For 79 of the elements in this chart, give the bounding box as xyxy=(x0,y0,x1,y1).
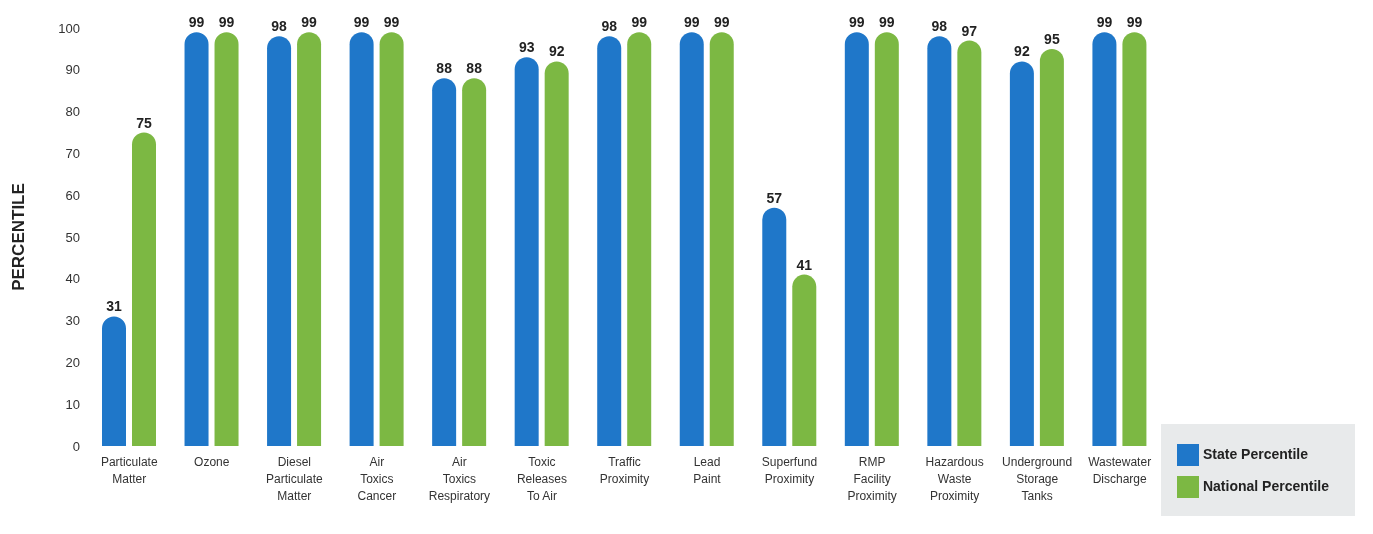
bar xyxy=(267,36,292,446)
bar xyxy=(957,40,982,446)
data-label: 99 xyxy=(353,14,370,31)
data-label: 99 xyxy=(301,14,318,31)
data-label: 99 xyxy=(683,14,700,31)
bar xyxy=(1009,61,1034,446)
x-tick-label: Air Toxics Cancer xyxy=(357,455,397,503)
x-tick-label: Air Toxics Respiratory xyxy=(428,455,491,503)
bar xyxy=(349,32,374,446)
data-label: 99 xyxy=(849,14,865,31)
bar xyxy=(679,32,704,446)
y-tick-label: 20 xyxy=(65,355,80,371)
bar xyxy=(214,32,239,446)
bar xyxy=(1092,32,1117,446)
bar xyxy=(844,32,869,446)
bar xyxy=(762,207,787,446)
data-label: 99 xyxy=(631,14,648,31)
bar xyxy=(927,36,952,446)
legend-label: National Percentile xyxy=(1202,478,1329,494)
data-label: 93 xyxy=(518,39,535,56)
data-label: 98 xyxy=(271,18,288,35)
bar xyxy=(792,274,817,446)
data-label: 92 xyxy=(1014,43,1030,60)
bar xyxy=(379,32,404,446)
bar xyxy=(184,32,209,446)
data-label: 41 xyxy=(796,256,813,273)
y-tick-label: 50 xyxy=(65,229,80,245)
x-tick-label: Superfund Proximity xyxy=(761,455,818,486)
x-tick-label: Lead Paint xyxy=(693,455,722,486)
data-label: 88 xyxy=(466,60,483,77)
data-label: 99 xyxy=(1126,14,1143,31)
data-label: 99 xyxy=(713,14,730,31)
y-tick-label: 90 xyxy=(65,62,80,78)
data-label: 97 xyxy=(961,22,978,39)
bar xyxy=(102,316,126,446)
bar xyxy=(874,32,899,446)
bar xyxy=(1122,32,1147,446)
y-tick-label: 60 xyxy=(65,187,80,203)
data-label: 95 xyxy=(1044,30,1060,47)
data-label: 88 xyxy=(436,60,453,77)
y-tick-label: 30 xyxy=(65,313,80,329)
bar xyxy=(709,32,734,446)
x-tick-label: Hazardous Waste Proximity xyxy=(925,455,984,503)
x-tick-label: Toxic Releases To Air xyxy=(516,455,567,503)
y-tick-label: 100 xyxy=(58,20,80,36)
data-label: 98 xyxy=(601,18,618,35)
data-label: 99 xyxy=(218,14,235,31)
data-label: 92 xyxy=(548,43,565,60)
bar xyxy=(597,36,622,446)
data-label: 99 xyxy=(188,14,205,31)
y-tick-label: 40 xyxy=(65,271,80,287)
y-tick-label: 80 xyxy=(65,104,80,120)
x-tick-label: RMP Facility Proximity xyxy=(847,455,897,503)
x-tick-label: Traffic Proximity xyxy=(599,455,650,486)
data-label: 98 xyxy=(931,18,948,35)
x-tick-label: Wastewater Discharge xyxy=(1088,455,1152,486)
x-tick-label: Underground Storage Tanks xyxy=(1002,455,1073,503)
bar xyxy=(544,61,569,446)
data-label: 99 xyxy=(1096,14,1113,31)
x-tick-label: Ozone xyxy=(194,455,230,469)
data-label: 75 xyxy=(136,114,152,131)
y-tick-label: 10 xyxy=(65,396,80,412)
data-label: 57 xyxy=(766,189,783,206)
y-tick-label: 0 xyxy=(72,438,80,454)
bar xyxy=(627,32,652,446)
bar xyxy=(297,32,322,446)
data-label: 99 xyxy=(879,14,895,31)
x-tick-label: Diesel Particulate Matter xyxy=(265,455,324,503)
bar xyxy=(132,132,156,446)
bar xyxy=(462,78,487,446)
bar xyxy=(514,57,539,446)
bar xyxy=(1039,48,1064,446)
bar xyxy=(432,78,457,446)
legend-label: State Percentile xyxy=(1202,446,1309,462)
y-axis-title: PERCENTILE xyxy=(9,183,29,291)
x-tick-label: Particulate Matter xyxy=(100,455,158,486)
y-tick-label: 70 xyxy=(65,146,80,162)
data-label: 31 xyxy=(106,298,122,315)
data-label: 99 xyxy=(383,14,400,31)
